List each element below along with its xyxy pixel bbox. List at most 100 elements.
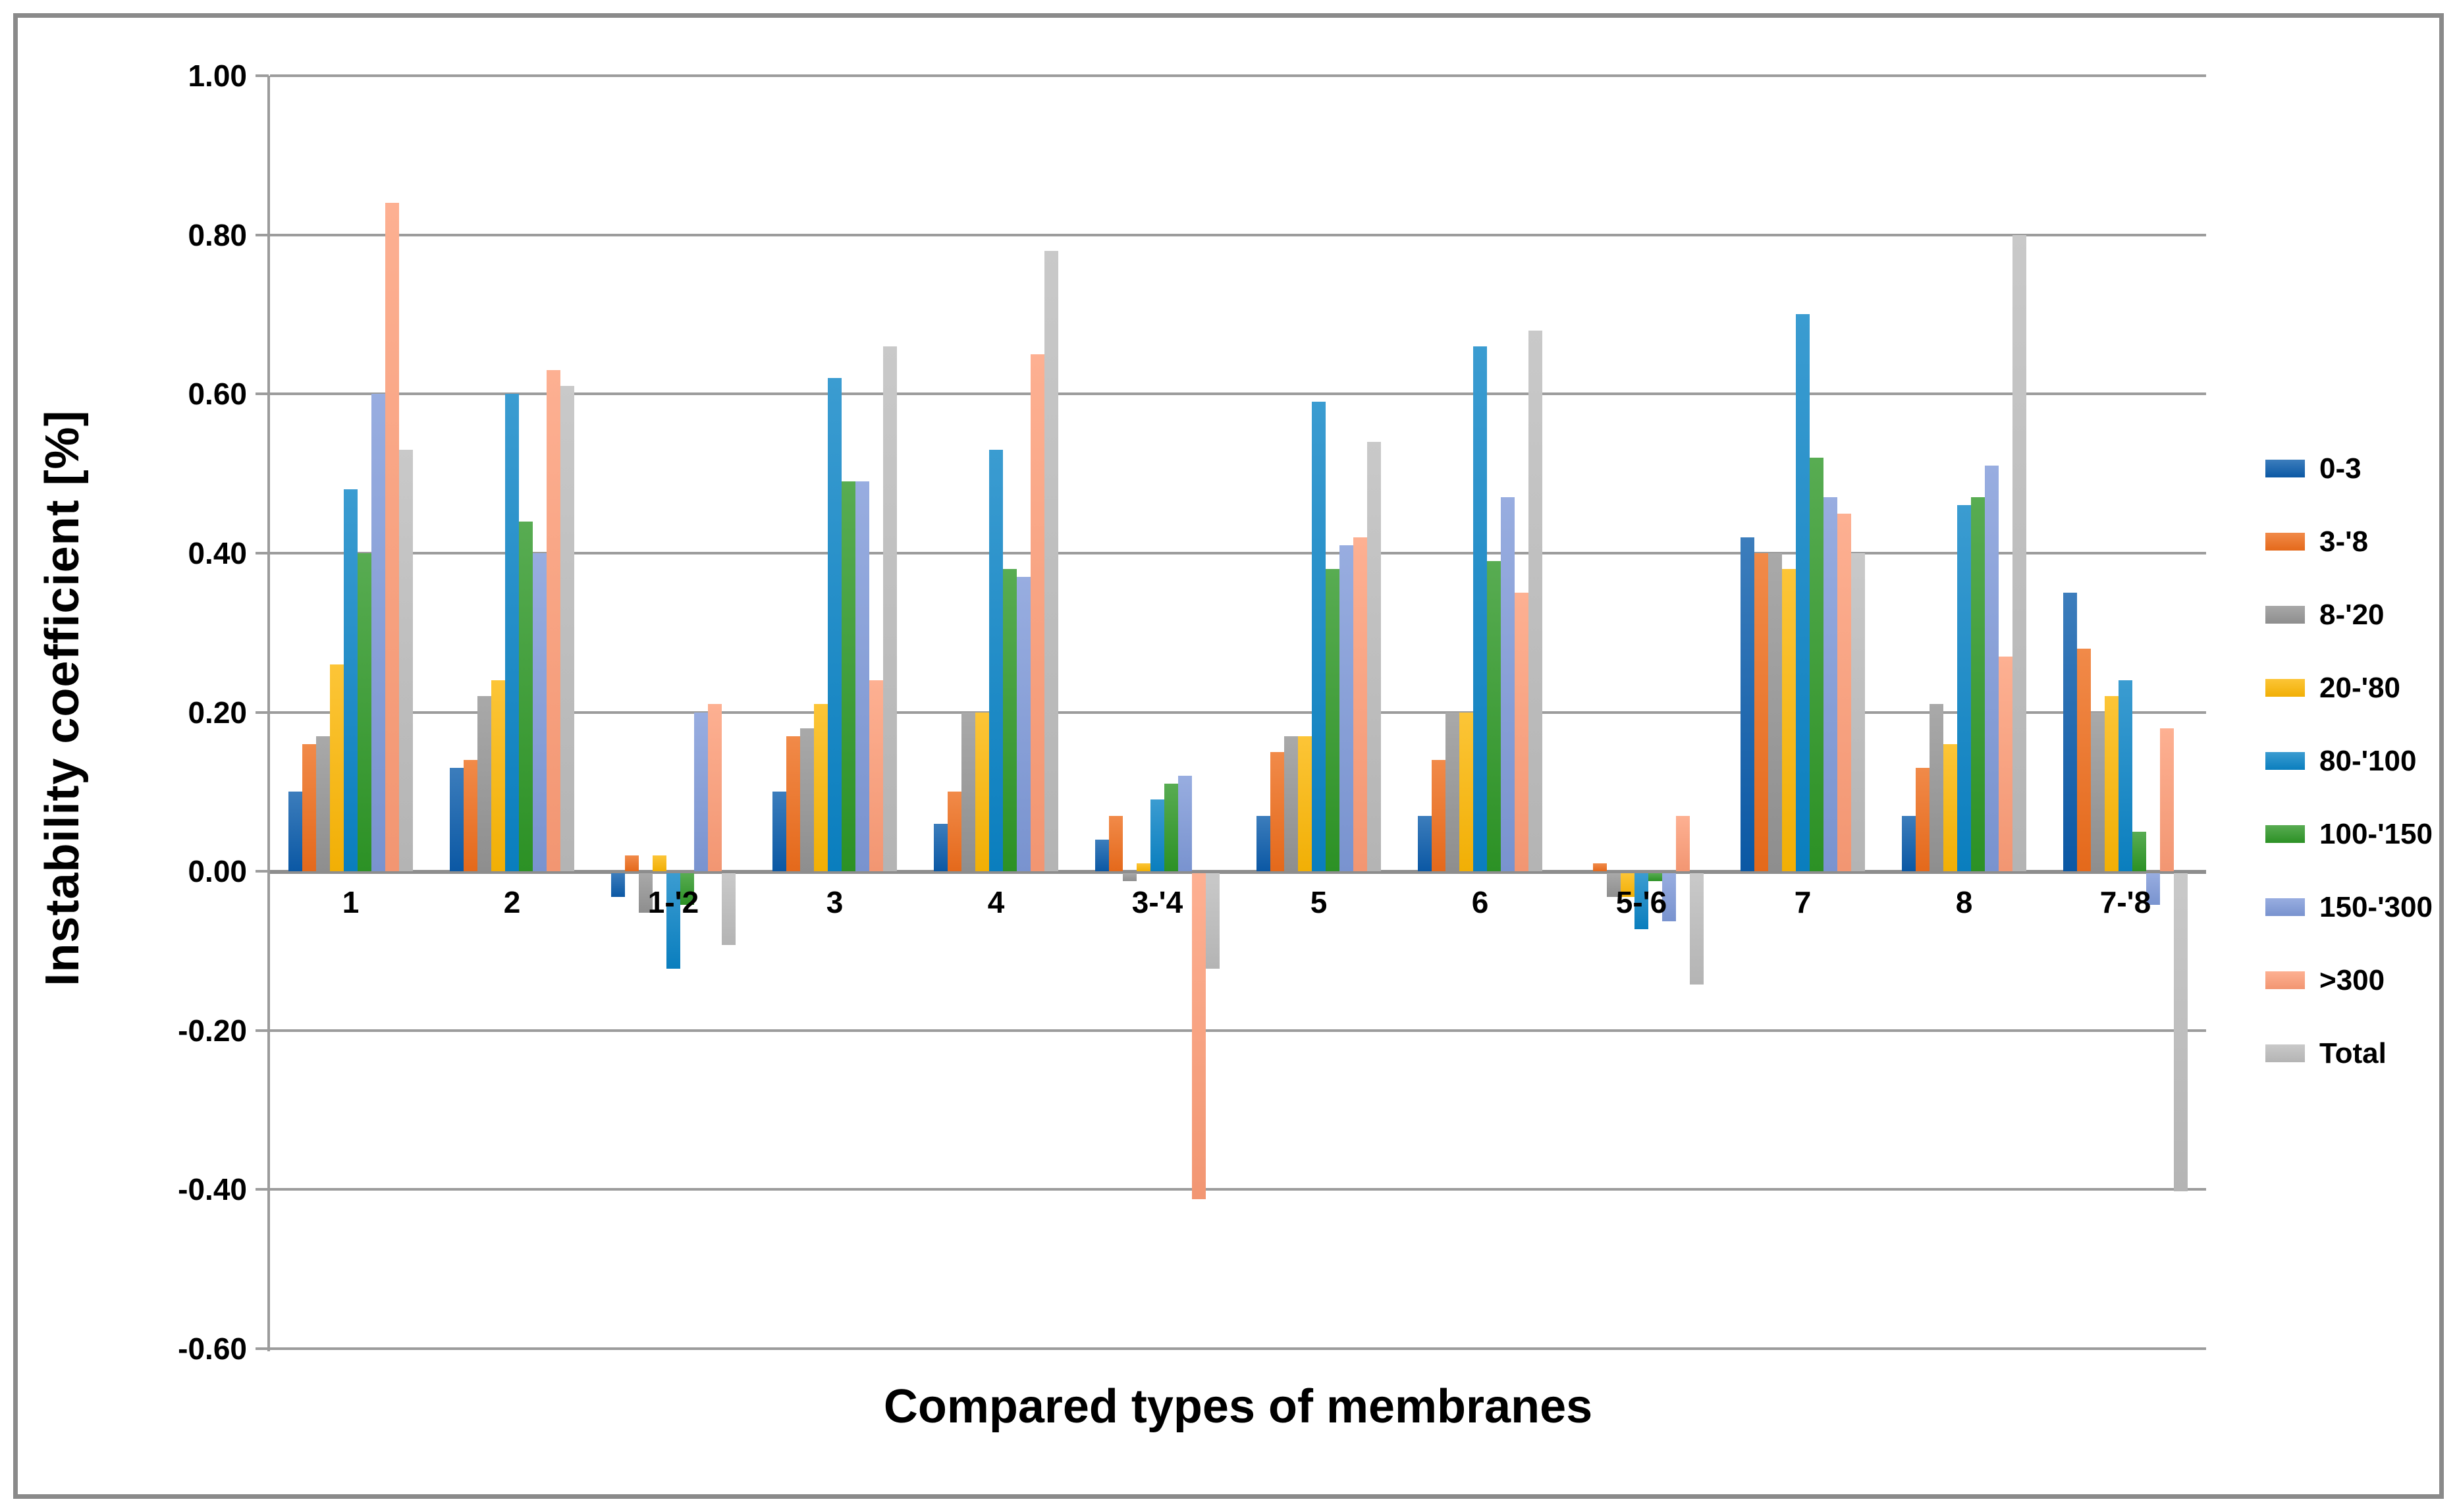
plot-area: [270, 74, 2206, 1350]
bar-80-'100-cat-5: [1312, 402, 1326, 872]
bar-80-'100-cat-1: [344, 489, 358, 872]
bar->300-cat-1: [385, 203, 399, 872]
bar->300-cat-3-'4: [1192, 873, 1206, 1200]
legend-swatch-80-'100: [2265, 752, 2305, 770]
y-axis-tick: [256, 74, 269, 77]
y-axis-tick: [256, 711, 269, 714]
bar-150-'300-cat-6: [1501, 497, 1515, 872]
bar-3-'8-cat-5-'6: [1593, 863, 1607, 872]
bar-Total-cat-2: [560, 386, 574, 872]
legend-item->300: >300: [2265, 965, 2456, 998]
y-tick-label: -0.60: [178, 1332, 247, 1366]
bar-150-'300-cat-8: [1985, 466, 1999, 872]
bar-20-'80-cat-5: [1298, 736, 1312, 872]
x-category-label-5: 5: [1310, 885, 1328, 920]
bar-20-'80-cat-6: [1459, 712, 1473, 872]
gridline: [270, 1188, 2206, 1191]
legend-swatch-Total: [2265, 1044, 2305, 1062]
legend: 0-3 3-'8 8-'20 20-'80 80-'100 100-'150 150-'30…: [2259, 0, 2456, 1512]
x-category-label-2: 2: [503, 885, 521, 920]
bar-8-'20-cat-4: [961, 712, 975, 872]
bar-100-'150-cat-8: [1971, 497, 1985, 872]
legend-label: 100-'150: [2319, 818, 2433, 850]
bar-Total-cat-1: [399, 449, 413, 872]
bar-20-'80-cat-7: [1782, 569, 1796, 872]
bar-Total-cat-5-'6: [1690, 873, 1704, 985]
legend-item-80-'100: 80-'100: [2265, 745, 2456, 778]
bar-80-'100-cat-3-'4: [1150, 799, 1164, 872]
bar->300-cat-7: [1837, 513, 1851, 872]
gridline: [270, 1347, 2206, 1350]
bar-3-'8-cat-7-'8: [2077, 648, 2091, 872]
bar-100-'150-cat-6: [1487, 561, 1501, 872]
x-category-label-7: 7: [1794, 885, 1812, 920]
x-category-label-1: 1: [342, 885, 360, 920]
x-category-label-6: 6: [1471, 885, 1489, 920]
bar-150-'300-cat-2: [533, 553, 547, 872]
x-category-label-3-'4: 3-'4: [1131, 885, 1183, 920]
bar-100-'150-cat-4: [1003, 569, 1017, 872]
legend-label: 80-'100: [2319, 745, 2417, 777]
bar-8-'20-cat-6: [1445, 712, 1459, 872]
bar-8-'20-cat-5-'6: [1607, 873, 1621, 898]
bar-3-'8-cat-4: [948, 792, 961, 872]
legend-item-150-'300: 150-'300: [2265, 892, 2456, 925]
bar-3-'8-cat-6: [1432, 760, 1445, 872]
y-tick-label: 0.80: [188, 217, 247, 252]
bar-0-3-cat-7-'8: [2063, 593, 2077, 872]
bar->300-cat-2: [547, 370, 560, 872]
bar-3-'8-cat-1: [302, 743, 316, 872]
y-tick-label: 0.00: [188, 854, 247, 889]
bar-0-3-cat-1: [288, 792, 302, 872]
bar-8-'20-cat-8: [1930, 704, 1943, 872]
bar-20-'80-cat-2: [491, 680, 505, 872]
y-axis-tick: [256, 1029, 269, 1032]
legend-swatch-0-3: [2265, 460, 2305, 477]
bar->300-cat-7-'8: [2160, 728, 2174, 872]
bar-20-'80-cat-7-'8: [2105, 696, 2119, 872]
bar-Total-cat-6: [1528, 330, 1542, 872]
bar-100-'150-cat-1: [358, 553, 371, 872]
gridline: [270, 233, 2206, 236]
bar-20-'80-cat-1: [330, 664, 344, 872]
bar-80-'100-cat-2: [505, 394, 519, 872]
bar-100-'150-cat-3-'4: [1164, 784, 1178, 872]
bar-150-'300-cat-5: [1339, 545, 1353, 872]
y-axis-tick: [256, 392, 269, 396]
x-category-label-3: 3: [826, 885, 844, 920]
bar-80-'100-cat-1-'2: [666, 873, 680, 969]
legend-item-8-'20: 8-'20: [2265, 599, 2456, 632]
y-axis-tick: [256, 1188, 269, 1191]
gridline: [270, 74, 2206, 77]
y-axis-line: [267, 76, 270, 1351]
bar-Total-cat-7: [1851, 553, 1865, 872]
legend-item-3-'8: 3-'8: [2265, 526, 2456, 559]
bar-3-'8-cat-3: [786, 736, 800, 872]
bar-20-'80-cat-5-'6: [1621, 873, 1634, 898]
gridline: [270, 711, 2206, 714]
bar-Total-cat-3-'4: [1206, 873, 1220, 969]
bar-150-'300-cat-7: [1823, 497, 1837, 872]
y-axis-tick: [256, 551, 269, 554]
legend-swatch-100-'150: [2265, 825, 2305, 843]
legend-label: 20-'80: [2319, 672, 2400, 704]
legend-swatch-150-'300: [2265, 898, 2305, 916]
bar-Total-cat-5: [1367, 441, 1381, 872]
bar->300-cat-5: [1353, 537, 1367, 872]
x-axis-title: Compared types of membranes: [883, 1380, 1593, 1433]
x-category-label-1-'2: 1-'2: [647, 885, 699, 920]
y-tick-label: -0.20: [178, 1013, 247, 1048]
y-axis-tick: [256, 233, 269, 236]
y-tick-label: 1.00: [188, 59, 247, 93]
bar-0-3-cat-3: [772, 792, 786, 872]
bar-3-'8-cat-2: [464, 760, 477, 872]
bar-20-'80-cat-8: [1943, 743, 1957, 872]
gridline: [270, 551, 2206, 554]
bar-0-3-cat-3-'4: [1095, 839, 1109, 872]
bar->300-cat-4: [1031, 354, 1044, 872]
bar->300-cat-3: [869, 680, 883, 872]
y-tick-label: 0.20: [188, 695, 247, 730]
bar-0-3-cat-8: [1902, 815, 1916, 872]
bar-80-'100-cat-8: [1957, 505, 1971, 872]
